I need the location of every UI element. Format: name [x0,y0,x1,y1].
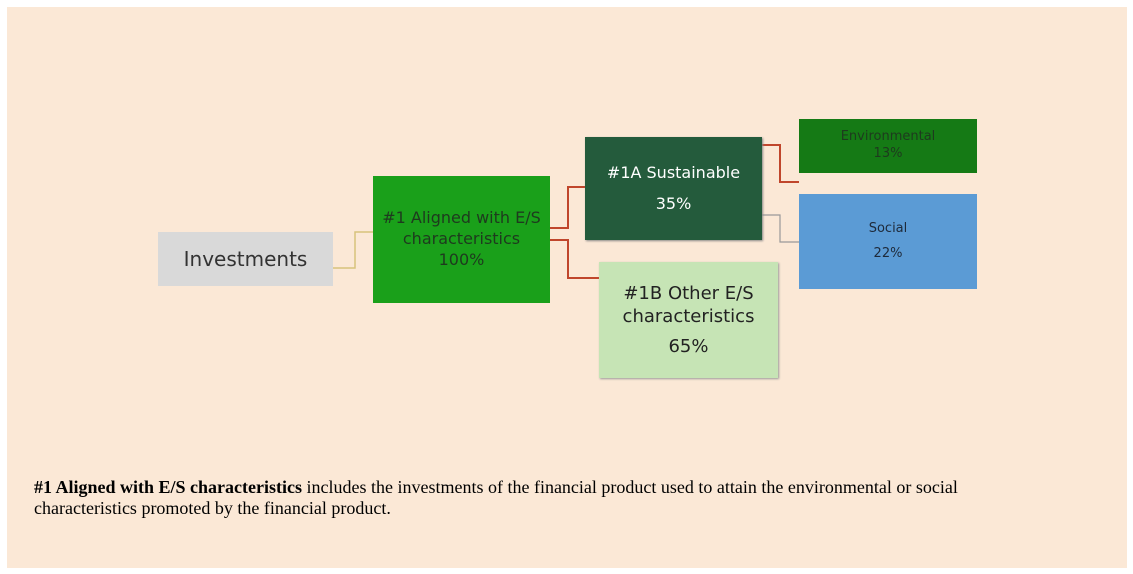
node: #1 Aligned with E/S characteristics 100% [373,176,550,303]
node: Investments [158,232,333,286]
node-value: 22% [873,245,903,261]
page: Investments #1 Aligned with E/S characte… [7,7,1127,568]
node-label: Investments [183,247,308,271]
connector [550,239,599,279]
node: Environmental 13% [799,119,977,173]
footnote-term: #1 Aligned with E/S characteristics [34,477,302,497]
connector [550,186,585,229]
connector [762,144,799,183]
node-value: 13% [873,146,903,161]
footnote-text: includes the investments of the financia… [34,477,958,518]
node-label: Social [868,220,908,236]
node: #1B Other E/S characteristics 65% [599,262,778,378]
node-value: 65% [668,335,709,357]
footnote: #1 Aligned with E/S characteristics incl… [34,477,1049,519]
node-label: #1B Other E/S characteristics [622,282,755,328]
node: #1A Sustainable 35% [585,137,762,240]
node-label: #1 Aligned with E/S characteristics [382,208,541,249]
node-value: 35% [655,193,692,213]
node-label: Environmental [840,129,936,145]
connector [762,214,799,243]
node-value: 100% [438,249,485,269]
node-label: #1A Sustainable [606,162,741,182]
node: Social 22% [799,194,977,289]
connector [333,231,373,269]
